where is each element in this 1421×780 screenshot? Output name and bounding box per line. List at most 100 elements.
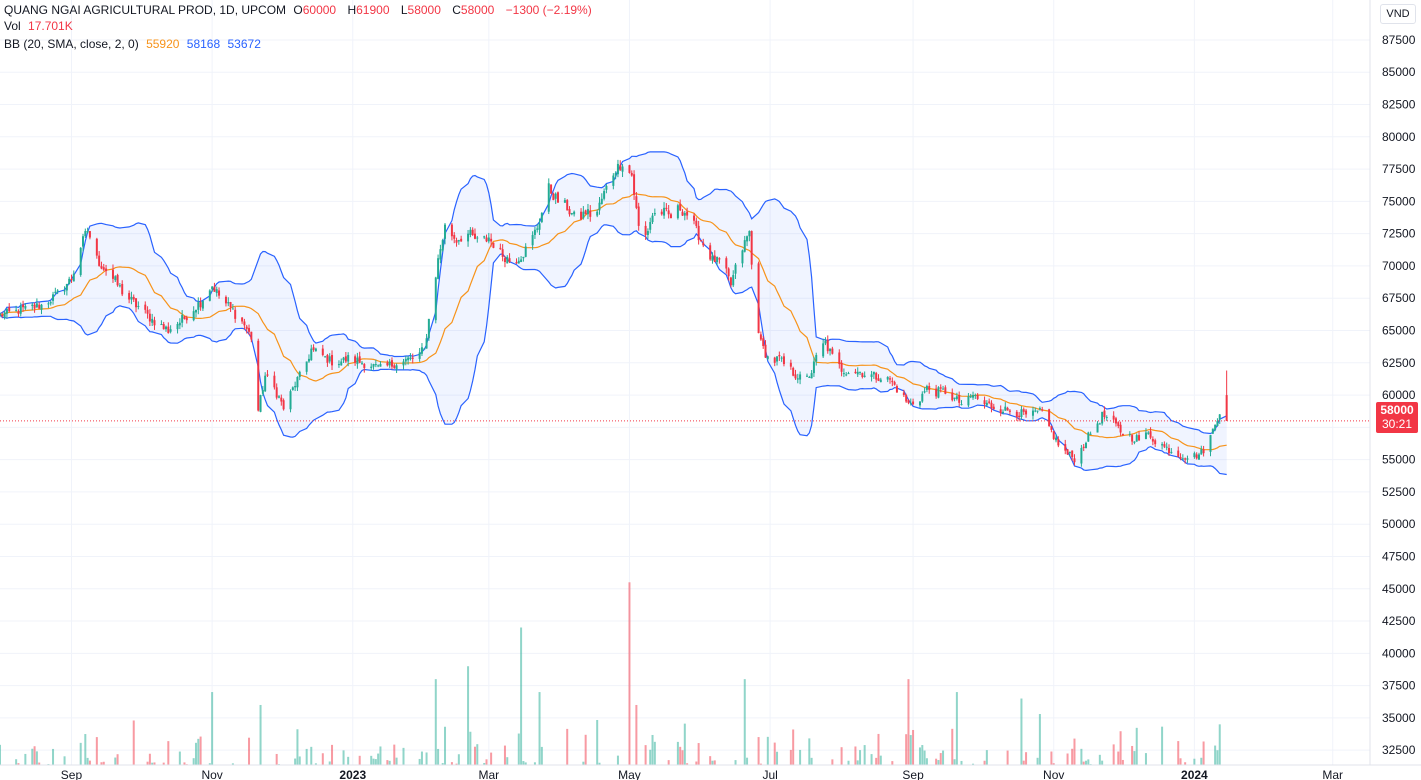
candle-body: [116, 274, 119, 286]
candle-body: [291, 387, 294, 390]
volume-bar: [683, 723, 686, 765]
candle-body: [418, 352, 421, 359]
candle-body: [1144, 432, 1147, 439]
volume-bar: [199, 736, 202, 765]
candle-body: [709, 245, 712, 260]
candle-body: [1211, 428, 1214, 434]
volume-bar: [676, 741, 679, 765]
candle-body: [1177, 450, 1180, 458]
candle-body: [1181, 458, 1184, 460]
price-axis: 87500 85000 82500 80000 77500 75000 72500 70000…: [1369, 0, 1421, 780]
volume-bar: [15, 759, 18, 765]
candle-body: [5, 308, 8, 314]
candle-body: [151, 318, 154, 323]
candle-body: [310, 348, 313, 361]
symbol-title[interactable]: QUANG NGAI AGRICULTURAL PROD, 1D, UPCOM: [4, 3, 287, 17]
volume-bar: [746, 757, 749, 765]
volume-bar: [983, 760, 986, 765]
time-axis-background: [0, 765, 1421, 780]
price-axis-background: [1370, 0, 1421, 780]
volume-bar: [63, 756, 66, 765]
candle-body: [644, 225, 647, 235]
candle-body: [471, 229, 474, 235]
volume-bar: [1038, 714, 1041, 765]
candle-body: [342, 357, 345, 361]
candle-body: [386, 362, 389, 366]
candle-body: [1068, 451, 1071, 454]
candle-body: [68, 278, 71, 285]
candle-body: [612, 175, 615, 186]
price-axis-tick-label: 80000: [1382, 130, 1416, 144]
volume-bar: [1022, 760, 1025, 765]
candle-body: [1073, 458, 1076, 463]
candle-body: [1057, 438, 1060, 446]
candle-body: [1025, 410, 1028, 415]
candle-body: [423, 348, 426, 350]
candle-body: [605, 185, 608, 190]
candle-body: [227, 302, 230, 304]
candle-body: [845, 374, 848, 376]
volume-bar: [773, 742, 776, 765]
candle-body: [870, 374, 873, 377]
candle-body: [713, 255, 716, 263]
volume-bar: [1121, 759, 1124, 765]
candle-body: [637, 206, 640, 226]
volume-bar: [485, 759, 488, 765]
price-axis-tick-label: 32500: [1382, 743, 1416, 757]
time-axis-tick-label: Mar: [478, 768, 499, 780]
price-axis-tick-label: 50000: [1382, 517, 1416, 531]
volume-bar: [859, 750, 862, 765]
candle-body: [614, 172, 617, 176]
candle-body: [1114, 418, 1117, 424]
candle-body: [132, 296, 135, 300]
bollinger-lower-band: [0, 224, 1227, 476]
volume-bar: [1101, 760, 1104, 765]
volume-bar: [1050, 751, 1053, 765]
candle-body: [135, 298, 138, 308]
candle-body: [273, 375, 276, 388]
volume-bar: [24, 753, 27, 765]
candle-body: [983, 400, 986, 405]
volume-bar: [697, 743, 700, 765]
candle-body: [999, 409, 1002, 414]
candle-body: [676, 205, 679, 219]
candle-body: [1216, 420, 1219, 427]
price-axis-tick-label: 37500: [1382, 679, 1416, 693]
currency-selector[interactable]: VND: [1380, 4, 1416, 24]
volume-bar: [743, 679, 746, 765]
volume-legend[interactable]: Vol 17.701K: [4, 18, 77, 34]
candle-body: [729, 277, 732, 286]
candle-body: [259, 395, 262, 412]
volume-bar: [653, 741, 656, 765]
volume-bar: [847, 760, 850, 765]
volume-bar: [1066, 753, 1069, 765]
bb-legend[interactable]: BB (20, SMA, close, 2, 0) 55920 58168 53…: [4, 36, 265, 52]
candle-body: [211, 286, 214, 290]
candle-body: [1098, 423, 1101, 425]
volume-bar: [231, 763, 234, 765]
candle-body: [485, 237, 488, 242]
candle-body: [3, 312, 6, 318]
volume-bar: [776, 751, 779, 765]
candle-body: [651, 215, 654, 223]
volume-bar: [566, 728, 569, 765]
symbol-legend[interactable]: QUANG NGAI AGRICULTURAL PROD, 1D, UPCOM …: [4, 2, 596, 18]
candle-body: [441, 240, 444, 251]
price-axis-tick-label: 82500: [1382, 98, 1416, 112]
candle-body: [35, 303, 38, 308]
candle-body: [568, 209, 571, 215]
candle-body: [72, 273, 75, 282]
price-axis-tick-label: 47500: [1382, 549, 1416, 563]
candle-body: [582, 211, 585, 219]
candle-body: [340, 361, 343, 366]
volume-bar: [810, 757, 813, 765]
candle-body: [19, 305, 22, 314]
volume-bar: [132, 720, 135, 765]
candle-body: [199, 302, 202, 308]
candle-body: [47, 303, 50, 305]
volume-bar: [469, 731, 472, 765]
time-axis-tick-label: Nov: [1043, 768, 1064, 780]
candle-body: [1195, 454, 1198, 459]
candle-body: [201, 300, 204, 309]
